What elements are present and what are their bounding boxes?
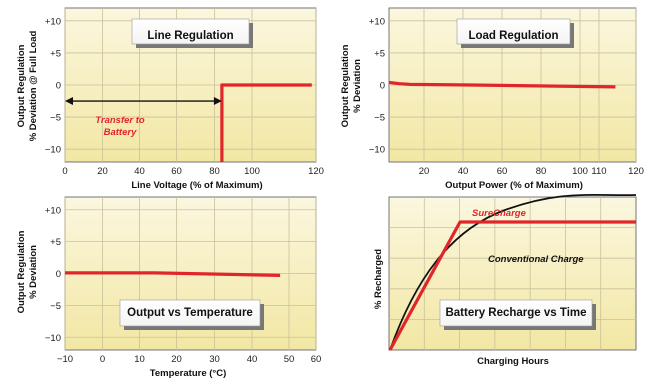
x-tick-label: 0 [100, 354, 105, 365]
y-axis-label: % Recharged [373, 249, 384, 309]
y-axis-label-line-1: Output Regulation [16, 44, 27, 127]
data-lines [388, 193, 637, 351]
x-tick-label: −10 [57, 354, 73, 365]
x-tick-label: 80 [536, 166, 547, 177]
x-tick-label: 60 [497, 166, 508, 177]
battery-recharge-chart: SureCharge Conventional Charge Battery R… [373, 193, 637, 367]
x-tick-label: 30 [209, 354, 220, 365]
series-label-conventional-charge: Conventional Charge [488, 254, 584, 265]
chart-title: Load Regulation [468, 30, 558, 42]
annotation-line-1: Transfer to [95, 115, 145, 126]
series-surecharge-line [388, 220, 636, 351]
series-line [388, 80, 616, 89]
y-tick-label: −10 [369, 145, 385, 156]
y-tick-label: +10 [45, 205, 61, 216]
x-tick-label: 0 [62, 166, 67, 177]
chart-title: Battery Recharge vs Time [445, 307, 586, 319]
y-tick-label: 0 [56, 81, 61, 92]
series-line [220, 83, 312, 162]
y-tick-labels: +10 +5 0 −5 −10 [369, 16, 385, 155]
x-tick-label: 10 [134, 354, 145, 365]
x-tick-labels: −10 0 10 20 30 40 50 60 [57, 354, 321, 365]
x-axis-label: Line Voltage (% of Maximum) [131, 180, 262, 191]
data-lines [220, 83, 312, 162]
x-axis-label: Output Power (% of Maximum) [445, 180, 583, 191]
y-tick-label: −5 [50, 301, 61, 312]
y-tick-label: +5 [50, 48, 61, 59]
x-tick-label: 100 [572, 166, 588, 177]
y-tick-label: +5 [50, 237, 61, 248]
series-conventional-charge-line [389, 193, 637, 351]
x-tick-label: 100 [244, 166, 260, 177]
line-regulation-chart: 0 20 40 60 80 100 120 +10 +5 0 −5 −10 Line Regulat… [16, 7, 324, 191]
x-tick-label: 40 [247, 354, 258, 365]
x-tick-labels: 0 20 40 60 80 100 120 [62, 166, 324, 177]
x-tick-label: 120 [308, 166, 324, 177]
grid [64, 8, 317, 162]
y-tick-label: −5 [374, 113, 385, 124]
y-axis-label-line-2: % Deviation [28, 245, 39, 299]
arrow-head-right [213, 97, 222, 106]
data-lines [388, 80, 616, 89]
chart-title: Line Regulation [147, 30, 233, 42]
y-tick-label: +5 [374, 48, 385, 59]
series-line [65, 271, 281, 277]
transfer-annotation: Transfer to Battery [65, 97, 222, 138]
output-vs-temperature-chart: −10 0 10 20 30 40 50 60 +10 +5 0 −5 −10 Output vs T… [16, 196, 321, 379]
y-tick-labels: +10 +5 0 −5 −10 [45, 205, 61, 344]
chart-title: Output vs Temperature [127, 307, 253, 319]
chart-title-box: Load Regulation [456, 18, 574, 48]
arrow-head-left [65, 97, 73, 106]
chart-title-box: Output vs Temperature [119, 299, 264, 330]
y-tick-labels: +10 +5 0 −5 −10 [45, 16, 61, 155]
x-tick-label: 110 [591, 166, 606, 177]
x-tick-labels: 20 40 60 80 100 110 120 [419, 166, 644, 177]
chart-title-box: Line Regulation [131, 18, 253, 48]
y-tick-label: −5 [50, 113, 61, 124]
y-axis-label-line-2: % Deviation @ Full Load [28, 31, 39, 142]
y-tick-label: +10 [369, 16, 385, 27]
annotation-line-2: Battery [104, 127, 137, 138]
x-tick-label: 20 [419, 166, 430, 177]
series-label-surecharge: SureCharge [472, 208, 527, 219]
x-tick-label: 40 [134, 166, 145, 177]
y-axis-label-line-1: Output Regulation [16, 230, 27, 313]
chart-title-box: Battery Recharge vs Time [439, 299, 596, 330]
x-tick-label: 60 [171, 166, 182, 177]
y-axis-label-line-1: Output Regulation [340, 44, 351, 127]
x-tick-label: 60 [311, 354, 322, 365]
data-lines [65, 271, 281, 277]
x-tick-label: 20 [171, 354, 182, 365]
load-regulation-chart: 20 40 60 80 100 110 120 +10 +5 0 −5 −10 Load Regul… [340, 7, 644, 191]
y-tick-label: −10 [45, 333, 61, 344]
y-tick-label: 0 [380, 81, 385, 92]
x-tick-label: 80 [209, 166, 220, 177]
y-tick-label: 0 [56, 269, 61, 280]
y-tick-label: −10 [45, 145, 61, 156]
x-axis-label: Temperature (°C) [150, 368, 226, 379]
y-axis-label-line-2: % Deviation [352, 59, 363, 113]
x-tick-label: 40 [458, 166, 469, 177]
y-tick-label: +10 [45, 16, 61, 27]
x-axis-label: Charging Hours [477, 356, 549, 367]
x-tick-label: 120 [628, 166, 644, 177]
x-tick-label: 50 [284, 354, 295, 365]
x-tick-label: 20 [97, 166, 108, 177]
